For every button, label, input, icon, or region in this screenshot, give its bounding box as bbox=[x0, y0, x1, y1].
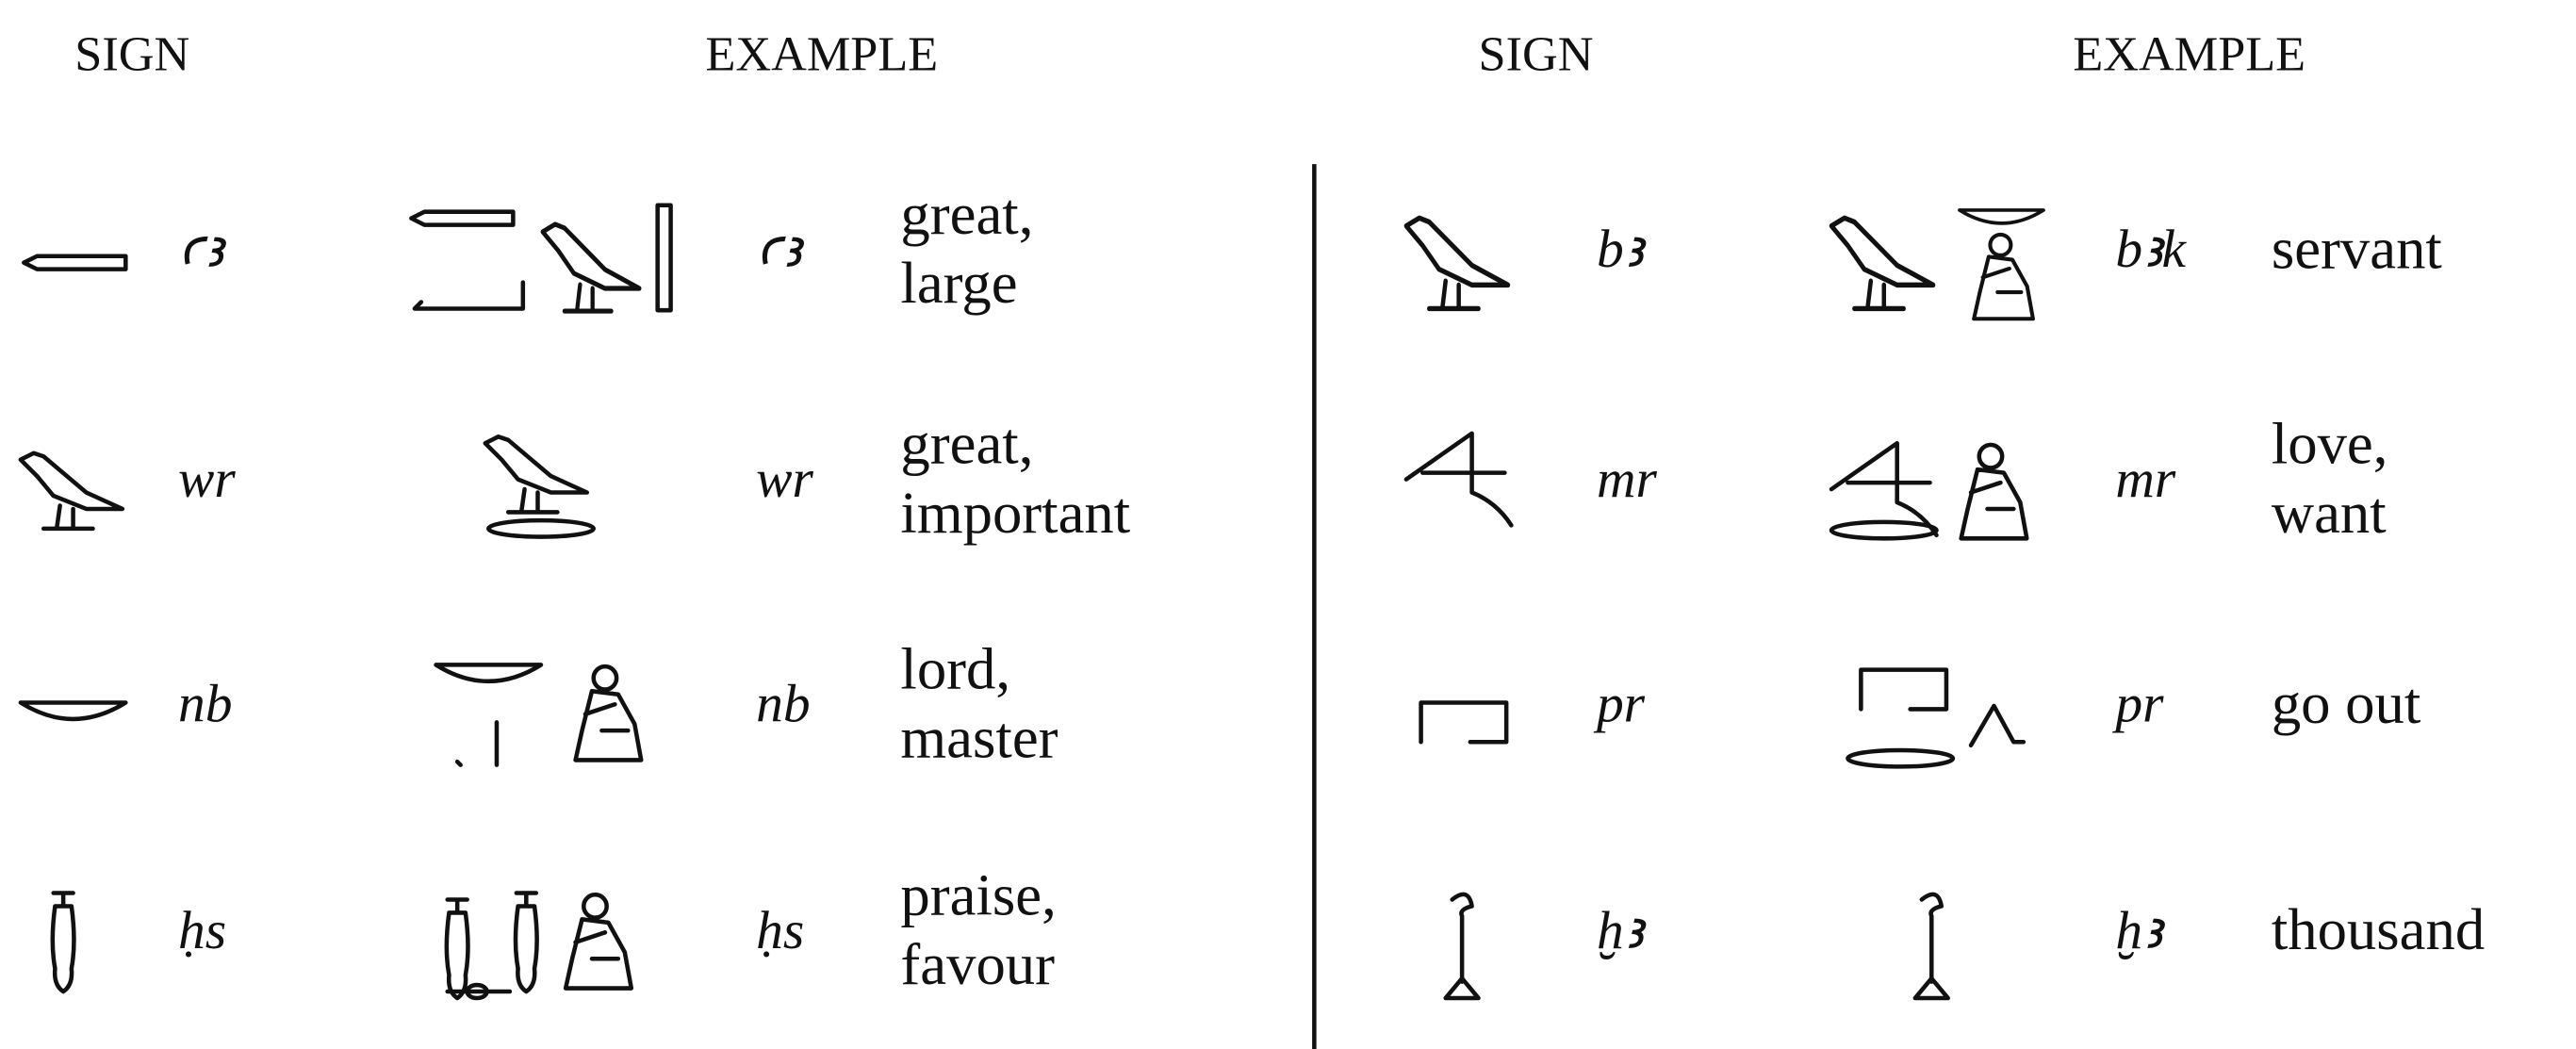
header: EXAMPLE bbox=[2073, 27, 2305, 82]
hieroglyph bbox=[24, 203, 673, 311]
meaning: thousand bbox=[2272, 896, 2485, 962]
header: SIGN bbox=[74, 27, 189, 82]
transliteration: ḫꜣ bbox=[1597, 901, 1649, 960]
transliteration: bꜣ bbox=[1597, 220, 1649, 279]
transliteration: ḥs bbox=[178, 901, 226, 960]
hieroglyph bbox=[1406, 208, 2045, 319]
meaning: great, bbox=[900, 181, 1033, 247]
hieroglyph bbox=[1446, 894, 1948, 998]
hieroglyph bbox=[1406, 434, 2026, 538]
hieroglyph bbox=[1421, 670, 2024, 767]
transliteration: ꜥꜣ bbox=[178, 220, 228, 279]
transliteration: mr bbox=[1597, 450, 1658, 509]
example-transliteration: ḥs bbox=[756, 901, 804, 960]
header: EXAMPLE bbox=[705, 27, 938, 82]
example-transliteration: ḫꜣ bbox=[2115, 901, 2167, 960]
header: SIGN bbox=[1479, 27, 1594, 82]
example-transliteration: ꜥꜣ bbox=[756, 220, 806, 279]
hieroglyph bbox=[53, 893, 632, 998]
meaning: want bbox=[2272, 480, 2387, 546]
transliteration: pr bbox=[1593, 675, 1646, 734]
meaning: go out bbox=[2272, 670, 2421, 736]
transliteration: wr bbox=[178, 450, 236, 509]
meaning: praise, bbox=[900, 862, 1056, 928]
example-transliteration: wr bbox=[756, 450, 813, 509]
hieroglyph bbox=[21, 436, 594, 536]
meaning: favour bbox=[900, 931, 1055, 997]
example-transliteration: mr bbox=[2115, 450, 2176, 509]
meaning: love, bbox=[2272, 411, 2388, 477]
example-transliteration: nb bbox=[756, 675, 810, 734]
meaning: great, bbox=[900, 411, 1033, 477]
meaning: large bbox=[900, 250, 1017, 316]
meaning: lord, bbox=[900, 635, 1010, 701]
hieroglyph bbox=[21, 664, 641, 767]
transliteration: nb bbox=[178, 675, 232, 734]
meaning: servant bbox=[2272, 215, 2443, 281]
example-transliteration: bꜣk bbox=[2115, 220, 2187, 279]
example-transliteration: pr bbox=[2111, 675, 2164, 734]
meaning: master bbox=[900, 704, 1058, 770]
meaning: important bbox=[900, 480, 1130, 546]
